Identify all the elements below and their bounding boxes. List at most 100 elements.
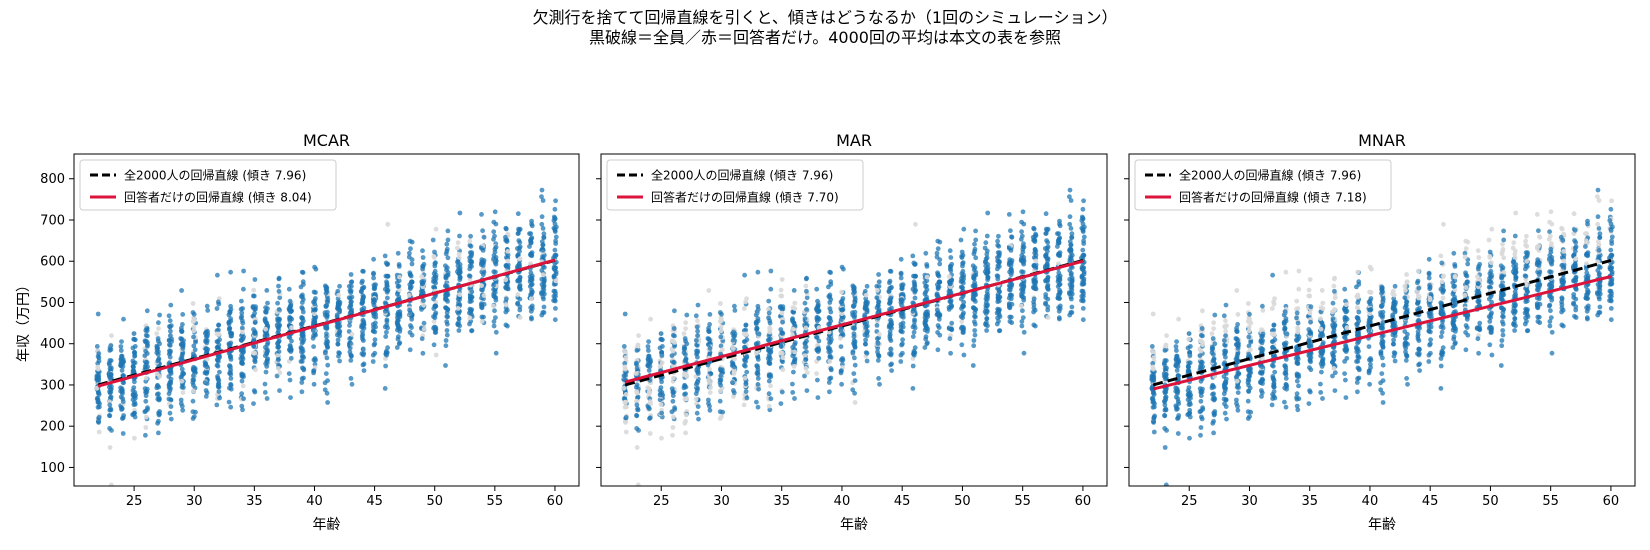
- observed-point: [251, 344, 257, 349]
- observed-point: [852, 390, 857, 396]
- observed-point: [373, 320, 378, 326]
- missing-point: [1320, 300, 1326, 306]
- observed-point: [1236, 371, 1242, 377]
- observed-point: [1245, 398, 1251, 404]
- observed-point: [910, 386, 916, 391]
- observed-point: [707, 403, 712, 409]
- missing-point: [623, 399, 628, 405]
- observed-point: [517, 244, 523, 250]
- observed-point: [166, 313, 172, 319]
- observed-point: [961, 325, 966, 331]
- observed-point: [792, 356, 798, 362]
- observed-point: [621, 344, 627, 349]
- observed-point: [264, 288, 270, 293]
- observed-point: [972, 314, 977, 319]
- observed-point: [179, 403, 185, 409]
- observed-point: [252, 319, 258, 325]
- observed-point: [730, 380, 735, 385]
- observed-point: [408, 323, 413, 328]
- observed-point: [672, 308, 677, 314]
- observed-point: [263, 305, 268, 310]
- observed-point: [1234, 328, 1239, 334]
- observed-point: [371, 313, 377, 319]
- observed-point: [1020, 269, 1026, 275]
- observed-point: [718, 373, 724, 379]
- missing-point: [419, 274, 424, 280]
- observed-point: [1008, 272, 1014, 278]
- observed-point: [528, 308, 534, 314]
- observed-point: [348, 376, 354, 381]
- missing-point: [385, 221, 391, 227]
- observed-point: [755, 376, 761, 381]
- observed-point: [852, 325, 857, 330]
- observed-point: [347, 336, 353, 342]
- x-tick-label: 60: [1075, 494, 1092, 509]
- observed-point: [191, 382, 196, 388]
- observed-point: [491, 229, 497, 235]
- observed-point: [876, 376, 881, 381]
- missing-point: [648, 316, 653, 322]
- missing-point: [646, 386, 652, 392]
- observed-point: [517, 284, 523, 289]
- observed-point: [1187, 353, 1193, 358]
- observed-point: [732, 308, 738, 313]
- observed-point: [815, 302, 821, 308]
- observed-point: [1355, 340, 1360, 346]
- observed-point: [407, 250, 412, 256]
- observed-point: [1308, 319, 1313, 325]
- missing-point: [1223, 328, 1228, 334]
- observed-point: [1056, 296, 1062, 301]
- observed-point: [238, 315, 244, 321]
- missing-point: [1344, 325, 1350, 331]
- observed-point: [1283, 404, 1289, 410]
- observed-point: [433, 260, 438, 266]
- observed-point: [409, 279, 415, 285]
- observed-point: [1269, 402, 1275, 408]
- observed-point: [1270, 272, 1275, 278]
- observed-point: [792, 396, 797, 401]
- observed-point: [888, 321, 894, 327]
- observed-point: [971, 283, 977, 288]
- observed-point: [145, 405, 150, 411]
- observed-point: [935, 347, 941, 353]
- observed-point: [539, 187, 545, 193]
- observed-point: [864, 350, 870, 356]
- observed-point: [889, 361, 894, 367]
- observed-point: [694, 410, 700, 416]
- missing-point: [803, 283, 809, 289]
- observed-point: [1355, 300, 1361, 305]
- observed-point: [947, 281, 953, 286]
- observed-point: [214, 306, 220, 311]
- missing-point: [790, 305, 796, 310]
- observed-point: [457, 210, 463, 216]
- chart-title-line-2: 黒破線＝全員／赤＝回答者だけ。4000回の平均は本文の表を参照: [589, 28, 1061, 47]
- observed-point: [864, 302, 870, 307]
- observed-point: [178, 397, 184, 403]
- observed-point: [1067, 187, 1073, 193]
- observed-point: [984, 328, 989, 333]
- observed-point: [361, 321, 367, 327]
- missing-point: [553, 278, 559, 284]
- missing-point: [780, 355, 786, 361]
- y-tick-label: 200: [40, 420, 65, 435]
- observed-point: [972, 265, 978, 271]
- missing-point: [109, 333, 114, 338]
- observed-point: [828, 355, 834, 360]
- observed-point: [659, 410, 664, 416]
- missing-point: [695, 318, 700, 324]
- x-axis-label: 年齢: [313, 517, 341, 533]
- observed-point: [1272, 395, 1278, 401]
- observed-point: [899, 342, 904, 348]
- observed-point: [395, 284, 401, 289]
- observed-point: [1331, 325, 1337, 331]
- missing-point: [191, 328, 197, 334]
- observed-point: [1043, 300, 1049, 306]
- plot-frame: [73, 153, 580, 487]
- observed-point: [780, 319, 785, 325]
- observed-point: [755, 340, 761, 346]
- observed-point: [1020, 246, 1026, 252]
- observed-point: [1056, 277, 1061, 282]
- observed-point: [1162, 371, 1167, 376]
- observed-point: [121, 316, 126, 322]
- observed-point: [96, 415, 102, 420]
